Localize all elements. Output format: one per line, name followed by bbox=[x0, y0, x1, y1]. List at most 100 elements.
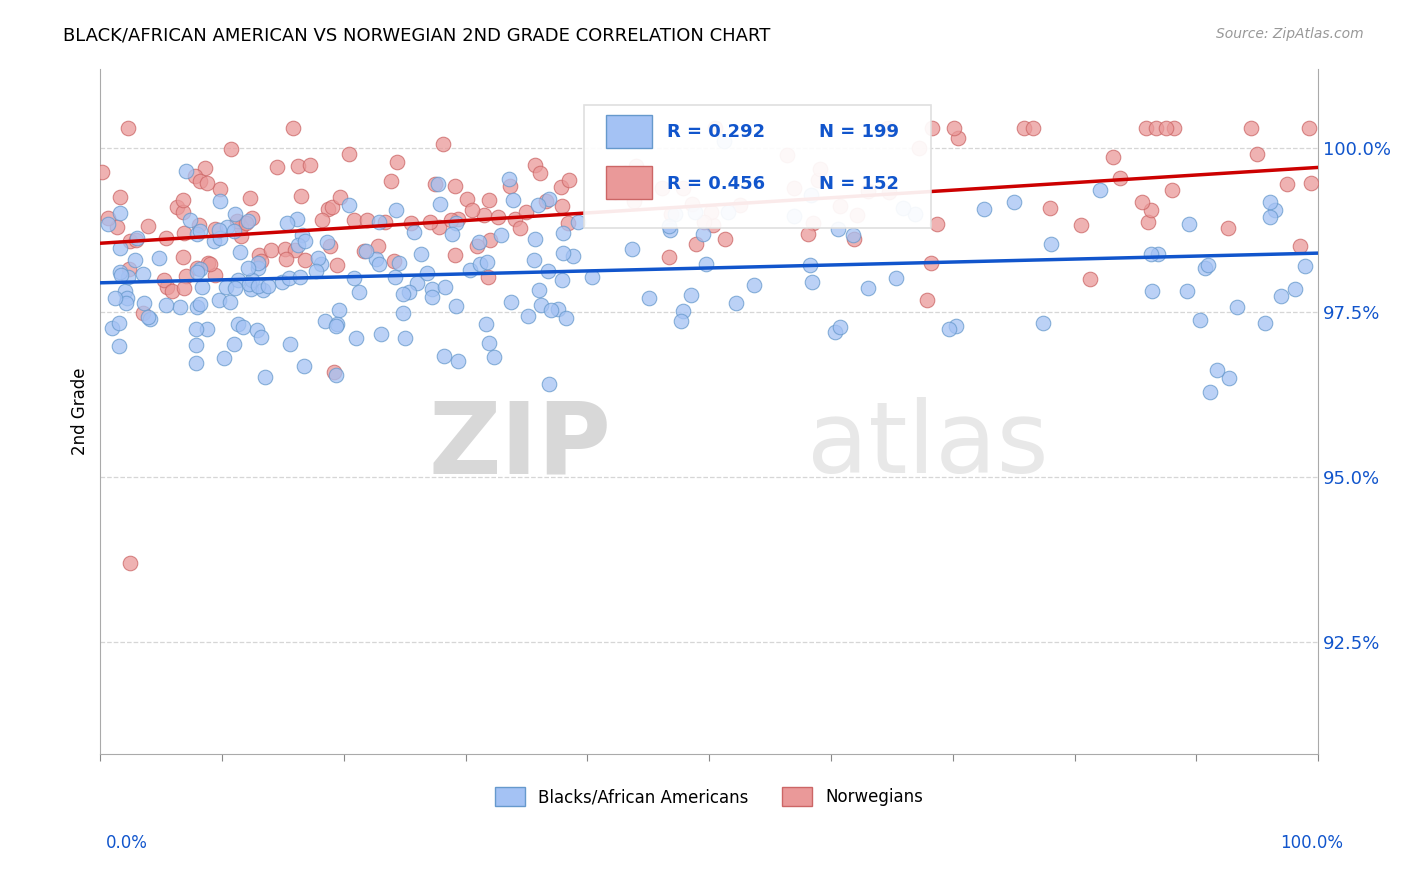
Point bbox=[728, 198, 751, 212]
Point bbox=[603, 186, 626, 200]
Point bbox=[325, 368, 347, 383]
Point bbox=[465, 239, 488, 253]
Point bbox=[1175, 284, 1198, 298]
Point bbox=[524, 158, 547, 172]
Point bbox=[827, 222, 849, 236]
Point bbox=[800, 188, 823, 202]
Point bbox=[132, 267, 155, 281]
Point bbox=[876, 120, 898, 135]
Point bbox=[204, 222, 226, 236]
Point bbox=[1130, 195, 1153, 210]
Point bbox=[195, 322, 218, 336]
Point bbox=[529, 166, 551, 180]
Point bbox=[1140, 284, 1163, 298]
Point bbox=[478, 233, 501, 247]
Point bbox=[658, 223, 681, 237]
Point bbox=[114, 284, 136, 298]
Point bbox=[1239, 120, 1261, 135]
Point bbox=[440, 227, 463, 241]
Point bbox=[468, 257, 491, 271]
Point bbox=[266, 160, 288, 174]
Point bbox=[1288, 239, 1310, 253]
Point bbox=[235, 215, 257, 229]
Point bbox=[108, 190, 131, 204]
Point bbox=[1226, 300, 1249, 314]
Point bbox=[232, 320, 254, 334]
Point bbox=[1163, 120, 1185, 135]
Point bbox=[208, 223, 231, 237]
Point bbox=[1032, 316, 1054, 330]
Point bbox=[124, 252, 146, 267]
Point bbox=[337, 197, 360, 211]
Point bbox=[209, 231, 232, 245]
Point bbox=[973, 202, 995, 216]
Point bbox=[204, 268, 226, 282]
Point bbox=[776, 147, 799, 161]
Point bbox=[444, 179, 467, 194]
Point bbox=[443, 248, 465, 262]
Point bbox=[1216, 221, 1239, 235]
Point bbox=[188, 173, 211, 187]
Point bbox=[1147, 246, 1170, 260]
Point bbox=[692, 227, 714, 241]
Point bbox=[921, 120, 943, 135]
Point bbox=[799, 258, 821, 272]
Point bbox=[439, 212, 461, 227]
Point bbox=[169, 301, 191, 315]
Point bbox=[938, 322, 960, 336]
Point bbox=[276, 216, 298, 230]
Point bbox=[228, 317, 250, 331]
Point bbox=[200, 256, 222, 270]
Point bbox=[695, 256, 717, 270]
Point bbox=[384, 202, 406, 217]
Point bbox=[856, 184, 879, 198]
Point bbox=[311, 213, 333, 227]
Point bbox=[426, 177, 449, 191]
Point bbox=[429, 197, 451, 211]
Point bbox=[498, 172, 520, 186]
Point bbox=[270, 275, 292, 289]
Point bbox=[884, 271, 907, 285]
Point bbox=[179, 212, 201, 227]
Point bbox=[294, 235, 316, 249]
Point bbox=[486, 210, 509, 224]
Point bbox=[316, 202, 339, 216]
Point bbox=[323, 364, 346, 378]
Point bbox=[367, 215, 389, 229]
Point bbox=[1161, 183, 1184, 197]
Point bbox=[856, 281, 879, 295]
Point bbox=[290, 188, 312, 202]
Point bbox=[166, 200, 188, 214]
Point bbox=[281, 120, 304, 135]
Point bbox=[700, 205, 723, 219]
Point bbox=[515, 205, 537, 219]
Point bbox=[125, 233, 148, 247]
Point bbox=[475, 254, 498, 268]
Text: 100.0%: 100.0% bbox=[1279, 834, 1343, 852]
Point bbox=[194, 161, 217, 175]
Point bbox=[148, 251, 170, 265]
Point bbox=[173, 226, 195, 240]
Point bbox=[284, 243, 307, 257]
Point bbox=[1140, 247, 1163, 261]
Point bbox=[1144, 120, 1167, 135]
Point bbox=[380, 174, 402, 188]
Point bbox=[1022, 120, 1045, 135]
Point bbox=[1108, 171, 1130, 186]
Point bbox=[538, 192, 561, 206]
Point bbox=[551, 199, 574, 213]
Point bbox=[304, 264, 326, 278]
Point bbox=[547, 302, 569, 317]
Point bbox=[274, 252, 297, 267]
Point bbox=[1260, 210, 1282, 224]
Point bbox=[672, 303, 695, 318]
Point bbox=[392, 287, 415, 301]
Point bbox=[252, 283, 274, 297]
Point bbox=[530, 298, 553, 312]
Point bbox=[208, 194, 231, 209]
Point bbox=[354, 244, 377, 258]
Point bbox=[399, 216, 422, 230]
Point bbox=[537, 376, 560, 391]
Point bbox=[526, 198, 548, 212]
Point bbox=[1298, 120, 1320, 135]
